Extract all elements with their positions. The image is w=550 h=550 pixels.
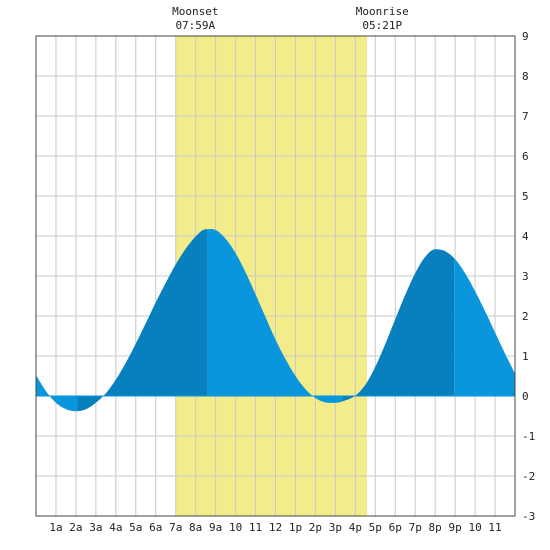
moon-event-time: 05:21P: [362, 19, 402, 32]
moon-event-time: 07:59A: [175, 19, 215, 32]
x-tick-label: 6p: [389, 521, 402, 534]
x-tick-label: 12: [269, 521, 282, 534]
y-tick-label: 5: [522, 190, 529, 203]
y-tick-label: 6: [522, 150, 529, 163]
x-tick-label: 7a: [169, 521, 182, 534]
x-tick-label: 11: [488, 521, 501, 534]
x-tick-label: 5p: [369, 521, 382, 534]
x-tick-label: 2a: [69, 521, 82, 534]
x-tick-label: 1p: [289, 521, 302, 534]
y-tick-label: 0: [522, 390, 529, 403]
y-tick-label: 4: [522, 230, 529, 243]
y-tick-label: 8: [522, 70, 529, 83]
y-tick-label: 3: [522, 270, 529, 283]
y-tick-label: -3: [522, 510, 535, 523]
y-tick-label: -1: [522, 430, 535, 443]
tide-area-segment: [207, 229, 343, 403]
tide-area-segment: [36, 375, 78, 412]
x-tick-label: 10: [468, 521, 481, 534]
x-tick-label: 3a: [89, 521, 102, 534]
x-tick-label: 8a: [189, 521, 202, 534]
y-tick-label: 9: [522, 30, 529, 43]
x-tick-label: 4a: [109, 521, 122, 534]
x-tick-label: 11: [249, 521, 262, 534]
tick-labels-layer: 1a 2a 3a 4a 5a 6a 7a 8a 9a 10 11 12 1p 2p 3p 4p 5p 6p 7p 8p…: [49, 30, 535, 534]
tide-area-segment: [77, 229, 208, 412]
moon-event-label: Moonrise: [356, 5, 409, 18]
y-tick-label: 1: [522, 350, 529, 363]
y-tick-label: -2: [522, 470, 535, 483]
tide-area-segment: [454, 258, 515, 396]
y-tick-label: 7: [522, 110, 529, 123]
tide-area-segment: [342, 249, 455, 402]
x-tick-label: 7p: [409, 521, 422, 534]
x-tick-label: 9a: [209, 521, 222, 534]
plot-border: [35, 35, 516, 517]
tide-area-layer: [36, 229, 515, 412]
x-tick-label: 3p: [329, 521, 342, 534]
x-tick-label: 5a: [129, 521, 142, 534]
x-tick-label: 2p: [309, 521, 322, 534]
x-tick-label: 4p: [349, 521, 362, 534]
x-tick-label: 1a: [49, 521, 62, 534]
x-tick-label: 10: [229, 521, 242, 534]
moon-event-label: Moonset: [172, 5, 218, 18]
x-tick-label: 9p: [449, 521, 462, 534]
x-tick-label: 6a: [149, 521, 162, 534]
x-tick-label: 8p: [429, 521, 442, 534]
y-tick-label: 2: [522, 310, 529, 323]
